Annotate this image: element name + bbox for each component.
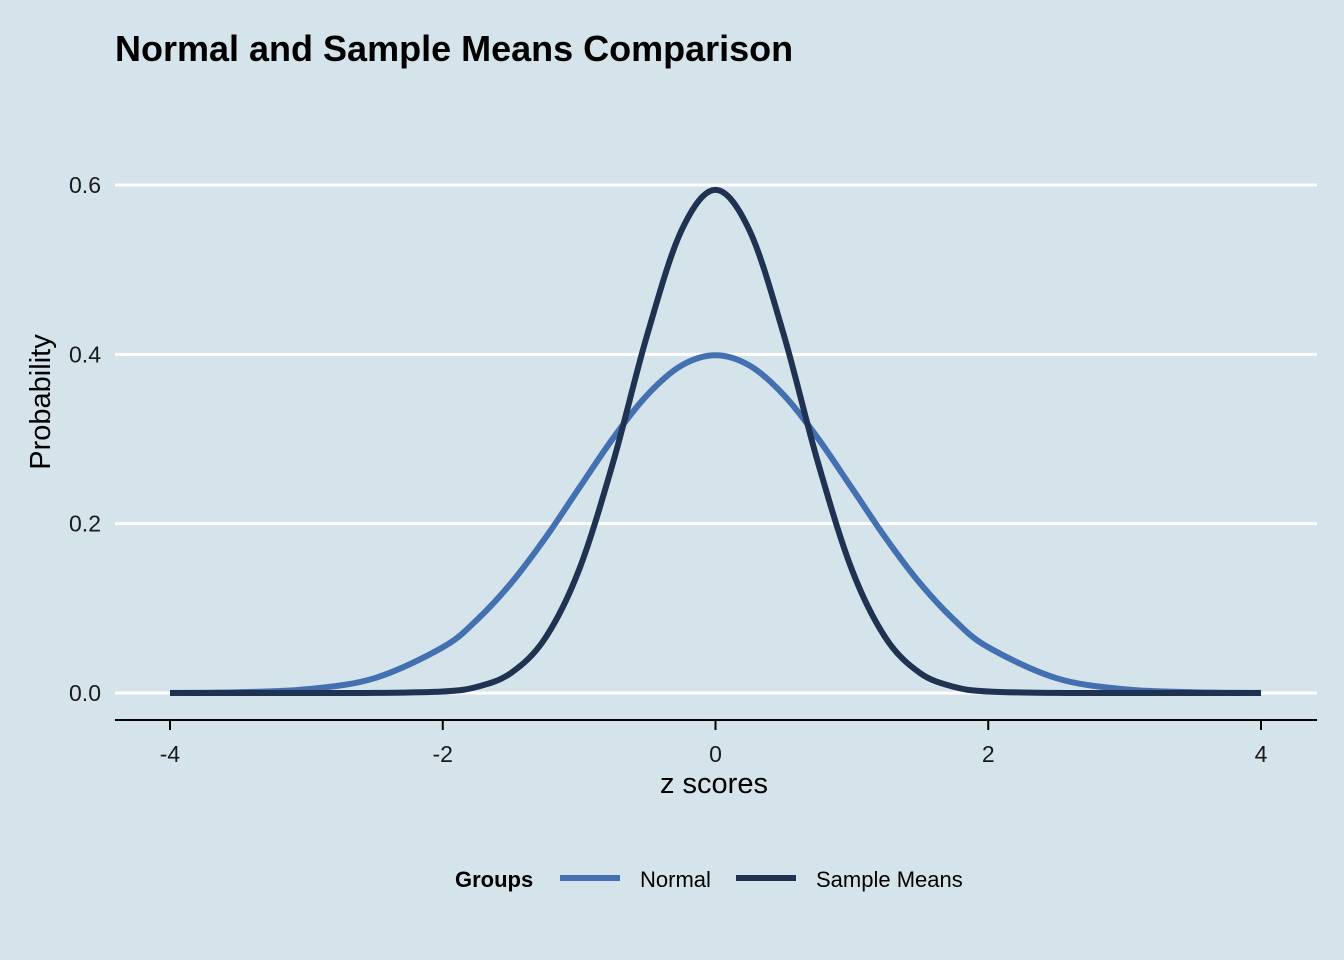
y-tick-label: 0.2 [69, 511, 101, 537]
x-axis-ticks: -4 -2 0 2 4 [160, 720, 1268, 767]
series-line-normal [169, 352, 1262, 696]
x-tick-label: 4 [1255, 741, 1268, 767]
legend-label: Normal [640, 867, 711, 892]
y-tick-label: 0.0 [69, 680, 101, 706]
x-tick-label: -4 [160, 741, 181, 767]
y-tick-label: 0.6 [69, 172, 101, 198]
x-axis-title: z scores [660, 768, 768, 800]
y-axis-title: Probability [25, 334, 57, 470]
series-lines [169, 186, 1262, 697]
chart-title: Normal and Sample Means Comparison [115, 28, 793, 69]
x-tick-label: 2 [982, 741, 995, 767]
series-line-sample-means [169, 186, 1261, 697]
x-tick-label: -2 [433, 741, 453, 767]
legend-label: Sample Means [816, 867, 963, 892]
y-tick-label: 0.4 [69, 341, 101, 367]
x-tick-label: 0 [709, 741, 722, 767]
legend-title: Groups [455, 867, 533, 892]
y-axis-ticks: 0.0 0.2 0.4 0.6 [69, 172, 101, 706]
legend: Groups Normal Sample Means [455, 867, 963, 892]
